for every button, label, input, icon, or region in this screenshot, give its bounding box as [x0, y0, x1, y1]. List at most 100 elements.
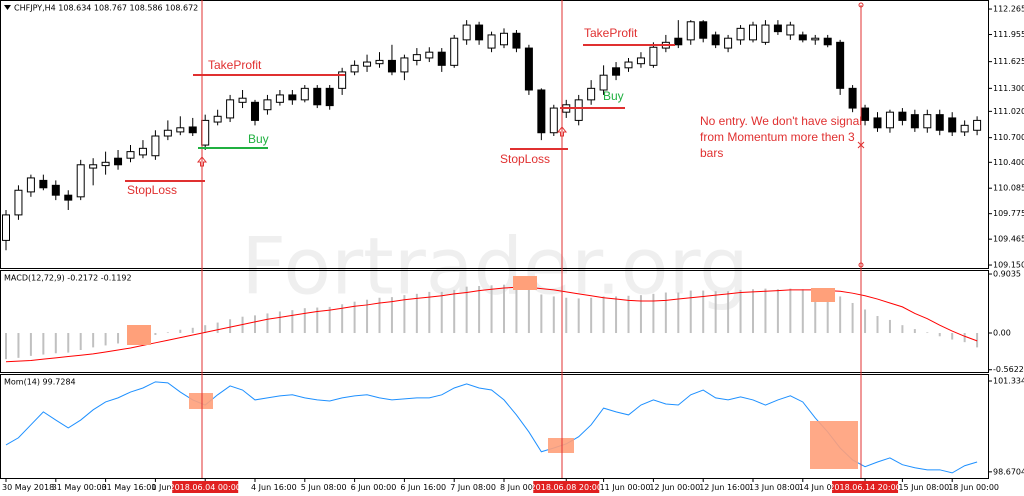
candle-body: [574, 99, 583, 121]
candle-body: [960, 124, 969, 133]
annotation: TakeProfit: [208, 58, 262, 72]
panel-title: Mom(14) 99.7284: [4, 378, 76, 387]
histogram-bar: [29, 333, 32, 356]
candle-body: [973, 119, 982, 131]
candle-body: [126, 151, 135, 159]
candle-body: [923, 114, 932, 129]
y-tick-label: 0.00: [993, 329, 1011, 338]
candle-body: [325, 87, 334, 107]
candle-body: [898, 111, 907, 121]
histogram-bar: [67, 333, 70, 353]
histogram-bar: [913, 329, 916, 334]
histogram-bar: [54, 333, 57, 354]
candle-body: [686, 21, 695, 41]
y-tick-label: 110.700: [993, 133, 1024, 142]
histogram-bar: [465, 286, 468, 334]
y-tick-label: 110.085: [993, 184, 1024, 193]
candle-body: [138, 147, 147, 156]
candle-body: [39, 179, 48, 189]
candle-body: [213, 115, 222, 123]
candle-body: [76, 164, 85, 198]
x-tick-label: 4 Jun 16:00: [251, 483, 297, 492]
candle-body: [823, 37, 832, 46]
histogram-bar: [888, 319, 891, 334]
candle-body: [848, 87, 857, 109]
candle-body: [251, 101, 259, 121]
candle-body: [425, 51, 434, 59]
histogram-bar: [652, 293, 655, 334]
histogram-bar: [353, 301, 356, 334]
panel-frame: [0, 270, 989, 373]
signal-box: [548, 438, 574, 453]
signal-box: [810, 421, 858, 469]
histogram-bar: [117, 333, 120, 344]
candle-body: [724, 37, 733, 49]
candle-body: [711, 34, 720, 46]
candle-body: [500, 32, 508, 46]
candle-body: [811, 37, 820, 41]
histogram-bar: [714, 291, 717, 334]
arrow-marker: [556, 126, 568, 137]
histogram-bar: [938, 333, 941, 337]
candle-body: [462, 24, 471, 41]
candle-body: [26, 177, 35, 193]
histogram-bar: [801, 289, 804, 334]
x-tick-label: 15 Jun 08:00: [898, 483, 949, 492]
candle-body: [263, 99, 272, 111]
histogram-bar: [664, 292, 667, 334]
x-tick-label: 12 Jun 00:00: [649, 483, 700, 492]
candle-body: [14, 189, 23, 216]
candle-body: [288, 94, 297, 101]
histogram-bar: [602, 296, 605, 334]
histogram-bar: [752, 289, 754, 334]
annotation: Buy: [603, 89, 624, 103]
y-tick-label: 98.6704: [993, 467, 1024, 476]
candle-body: [798, 34, 807, 41]
x-tick-label: 11 Jun 00:00: [600, 483, 651, 492]
signal-box: [811, 288, 835, 302]
candle-body: [64, 194, 73, 201]
histogram-bar: [515, 285, 518, 334]
histogram-bar: [789, 288, 792, 334]
candle-body: [226, 99, 235, 119]
histogram-bar: [440, 291, 443, 334]
histogram-bar: [191, 327, 194, 334]
annotation: No entry. We don't have signal: [700, 114, 862, 128]
histogram-bar: [179, 329, 182, 334]
candle-body: [338, 71, 347, 89]
candle-body: [176, 127, 185, 133]
panel-frame: [0, 0, 989, 269]
signal-box: [127, 325, 151, 345]
histogram-bar: [764, 288, 767, 334]
annotation: StopLoss: [500, 152, 550, 166]
histogram-bar: [527, 288, 530, 334]
candle-body: [163, 129, 172, 137]
candle-body: [524, 47, 533, 91]
histogram-bar: [702, 290, 705, 334]
histogram-bar: [901, 325, 904, 334]
candle-body: [101, 161, 110, 167]
y-tick-label: -0.5622: [993, 365, 1024, 374]
candle-body: [773, 24, 782, 33]
x-tick-label: 6 Jun 00:00: [351, 483, 397, 492]
histogram-bar: [864, 309, 867, 334]
candle-body: [89, 164, 98, 169]
histogram-bar: [5, 333, 7, 360]
candle-body: [188, 126, 197, 134]
candle-body: [612, 67, 621, 76]
candle-body: [736, 27, 745, 41]
x-tick-label: 2018.06.14 20:00: [829, 483, 900, 492]
histogram-bar: [79, 333, 82, 350]
x-label-highlight: [533, 481, 600, 493]
histogram-bar: [254, 315, 256, 334]
y-tick-label: 110.400: [993, 158, 1024, 167]
candle-body: [674, 37, 683, 46]
candle-body: [400, 57, 409, 73]
histogram-bar: [739, 289, 742, 334]
histogram-bar: [341, 304, 344, 334]
x-tick-label: 2018.06.08 20:00: [531, 483, 602, 492]
candle-body: [275, 94, 284, 103]
histogram-bar: [963, 333, 966, 343]
y-tick-label: 101.3345: [993, 377, 1024, 386]
histogram-bar: [453, 289, 456, 334]
